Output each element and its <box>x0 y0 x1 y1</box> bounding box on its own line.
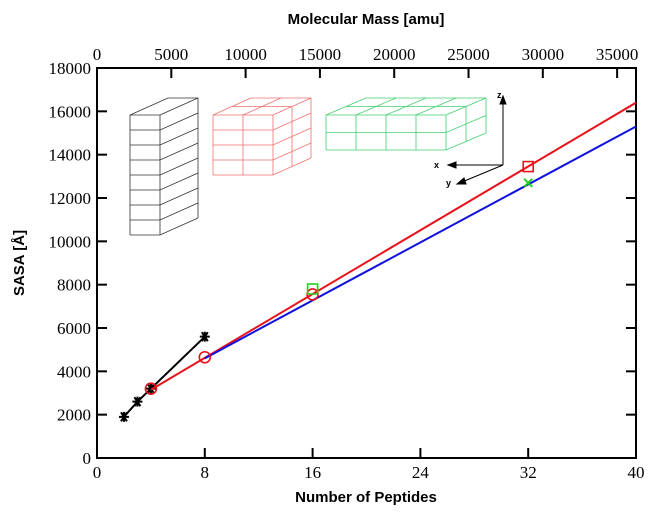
y-tick-label: 12000 <box>49 189 92 208</box>
star-marker <box>199 331 210 342</box>
inset-axis-label: y <box>446 178 451 188</box>
lattice-sketches <box>129 97 487 236</box>
cross-marker <box>523 178 533 188</box>
lattice <box>129 97 199 236</box>
x-tick-label: 0 <box>93 463 102 482</box>
top-tick-label: 15000 <box>299 45 342 64</box>
y-tick-label: 4000 <box>57 362 91 381</box>
lattice <box>212 97 312 176</box>
series-line <box>123 335 206 418</box>
top-tick-label: 35000 <box>596 45 639 64</box>
square-marker <box>522 160 535 173</box>
y-tick-label: 16000 <box>49 102 92 121</box>
y-tick-label: 2000 <box>57 406 91 425</box>
series-line <box>204 125 637 360</box>
top-tick-label: 30000 <box>522 45 565 64</box>
top-tick-label: 0 <box>93 45 102 64</box>
star-marker <box>132 396 143 407</box>
inset-axis-label: x <box>434 160 439 170</box>
circle-marker <box>144 382 158 395</box>
top-axis-title: Molecular Mass [amu] <box>288 11 445 28</box>
top-tick-label: 20000 <box>373 45 416 64</box>
y-tick-label: 18000 <box>49 59 92 78</box>
x-tick-label: 32 <box>520 463 537 482</box>
y-axis-title: SASA [Å] <box>11 230 28 296</box>
x-tick-label: 16 <box>304 463 321 482</box>
y-tick-label: 0 <box>83 449 92 468</box>
square-marker <box>306 283 319 295</box>
y-tick-label: 8000 <box>57 276 91 295</box>
x-tick-label: 40 <box>628 463 645 482</box>
top-tick-label: 5000 <box>154 45 188 64</box>
series-line <box>150 101 637 391</box>
top-tick-label: 10000 <box>224 45 267 64</box>
inset-axis-label: z <box>497 90 502 100</box>
plot-frame <box>96 67 637 459</box>
lattice <box>325 97 487 151</box>
y-tick-label: 10000 <box>49 232 92 251</box>
inset-axes <box>446 94 507 185</box>
x-axis-title: Number of Peptides <box>295 489 437 506</box>
x-tick-label: 24 <box>412 463 430 482</box>
star-marker <box>118 411 129 422</box>
x-tick-label: 8 <box>201 463 210 482</box>
circle-marker <box>198 350 212 364</box>
y-tick-label: 14000 <box>49 146 92 165</box>
top-tick-label: 25000 <box>447 45 490 64</box>
y-tick-label: 6000 <box>57 319 91 338</box>
